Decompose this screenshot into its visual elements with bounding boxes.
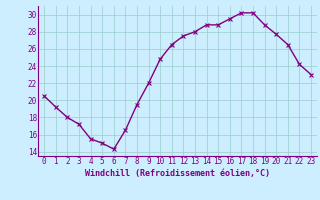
X-axis label: Windchill (Refroidissement éolien,°C): Windchill (Refroidissement éolien,°C) (85, 169, 270, 178)
